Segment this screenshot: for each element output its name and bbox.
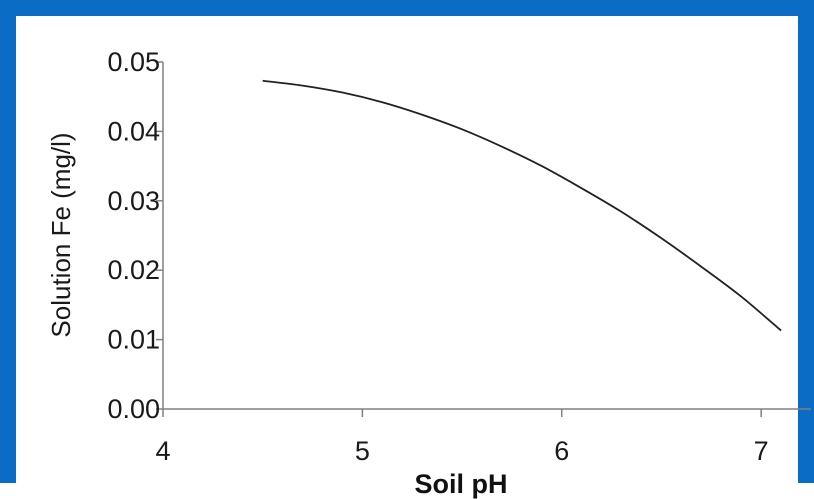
- y-axis-ticks: 0.00 0.01 0.02 0.03 0.04 0.05: [107, 47, 163, 424]
- x-tick-label: 7: [754, 436, 769, 466]
- x-tick-label: 4: [155, 436, 170, 466]
- x-axis-ticks: 4 5 6 7: [155, 409, 769, 466]
- series-line: [262, 79, 782, 332]
- y-tick-label: 0.00: [107, 394, 160, 424]
- line-chart: 0.00 0.01 0.02 0.03 0.04 0.05 4 5 6 7 Soil pH So…: [46, 47, 811, 499]
- x-tick-label: 5: [355, 436, 370, 466]
- y-tick-label: 0.02: [107, 255, 160, 285]
- y-tick-label: 0.01: [107, 325, 160, 355]
- y-tick-label: 0.03: [107, 186, 160, 216]
- series-group: [262, 79, 782, 332]
- x-axis-title: Soil pH: [415, 469, 508, 499]
- y-axis-title: Solution Fe (mg/l): [46, 132, 76, 337]
- y-tick-label: 0.04: [107, 116, 160, 146]
- x-tick-label: 6: [554, 436, 569, 466]
- y-tick-label: 0.05: [107, 47, 160, 77]
- axes: [162, 62, 811, 410]
